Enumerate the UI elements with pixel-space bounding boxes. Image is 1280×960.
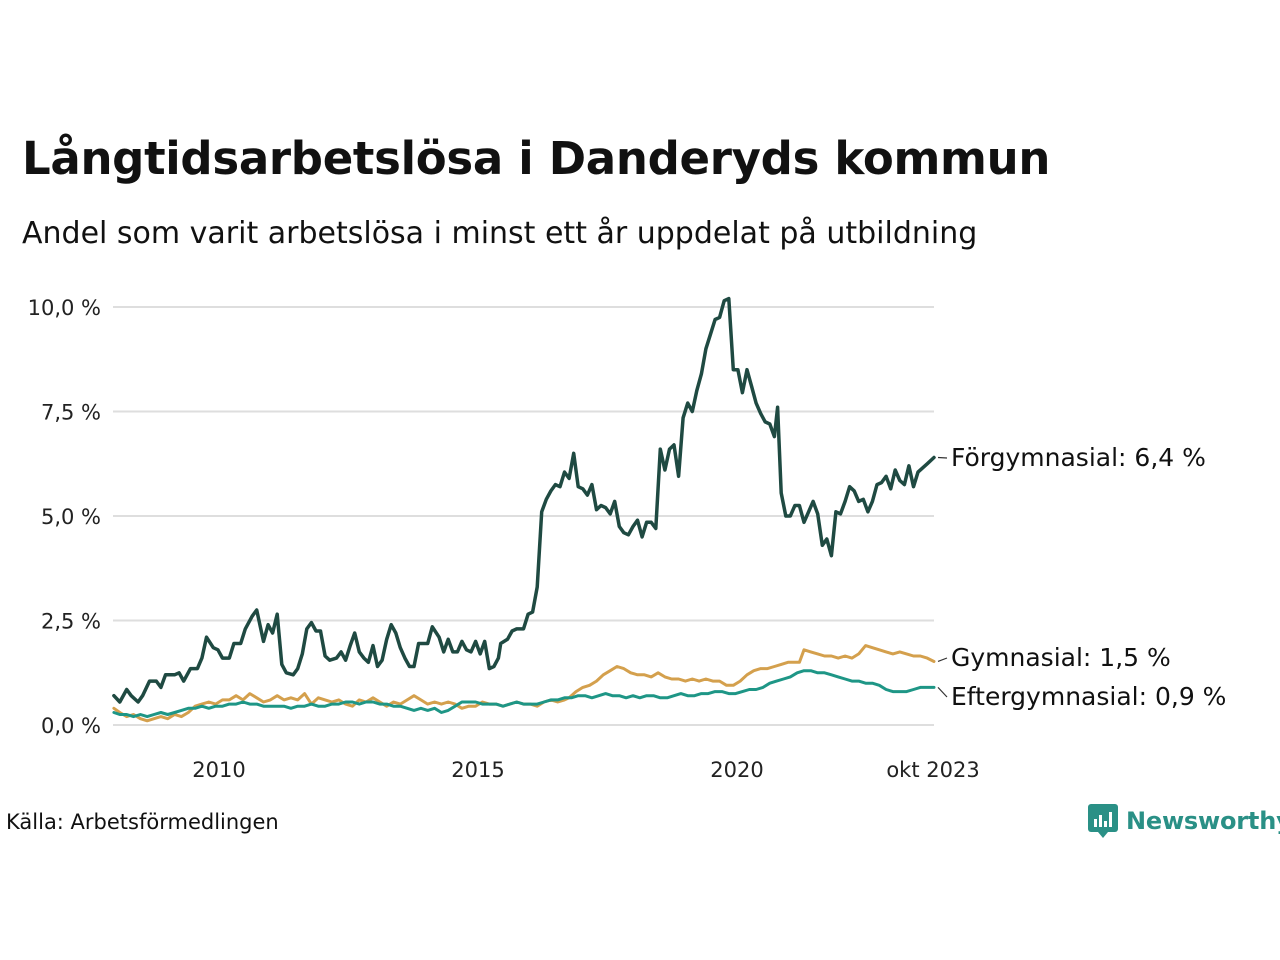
y-tick-label: 7,5 % [41, 401, 101, 425]
y-axis-ticks: 0,0 % 2,5 % 5,0 % 7,5 % 10,0 % [28, 296, 101, 738]
series-label-leader [937, 456, 948, 459]
series-label-eftergymnasial: Eftergymnasial: 0,9 % [951, 682, 1226, 711]
x-tick-label: 2020 [710, 758, 763, 782]
x-tick-label: okt 2023 [886, 758, 979, 782]
series-label-leader [937, 657, 948, 663]
y-tick-label: 2,5 % [41, 610, 101, 634]
series-lines [112, 296, 936, 723]
x-axis-ticks: 2010 2015 2020 okt 2023 [192, 758, 979, 782]
series-line-eftergymnasial [112, 669, 936, 719]
gridlines [113, 306, 934, 726]
series-label-förgymnasial: Förgymnasial: 6,4 % [951, 443, 1206, 472]
series-line-förgymnasial [112, 296, 936, 704]
x-tick-label: 2015 [451, 758, 504, 782]
series-labels: Förgymnasial: 6,4 % Gymnasial: 1,5 % Efter… [937, 443, 1226, 711]
chart-subtitle: Andel som varit arbetslösa i minst ett å… [22, 216, 978, 251]
series-label-gymnasial: Gymnasial: 1,5 % [951, 643, 1171, 672]
y-tick-label: 0,0 % [41, 714, 101, 738]
newsworthy-logo-icon [1088, 804, 1118, 838]
series-label-leader [937, 686, 948, 698]
x-tick-label: 2010 [192, 758, 245, 782]
brand-logo[interactable]: Newsworthy [1088, 804, 1280, 838]
chart-title: Långtidsarbetslösa i Danderyds kommun [22, 132, 1051, 185]
line-chart: 0,0 % 2,5 % 5,0 % 7,5 % 10,0 % 2010 2015 2020 o… [28, 296, 1227, 782]
series-line-gymnasial [112, 644, 936, 723]
source-credit: Källa: Arbetsförmedlingen [6, 810, 279, 834]
y-tick-label: 10,0 % [28, 296, 101, 320]
brand-name: Newsworthy [1126, 807, 1280, 835]
y-tick-label: 5,0 % [41, 505, 101, 529]
